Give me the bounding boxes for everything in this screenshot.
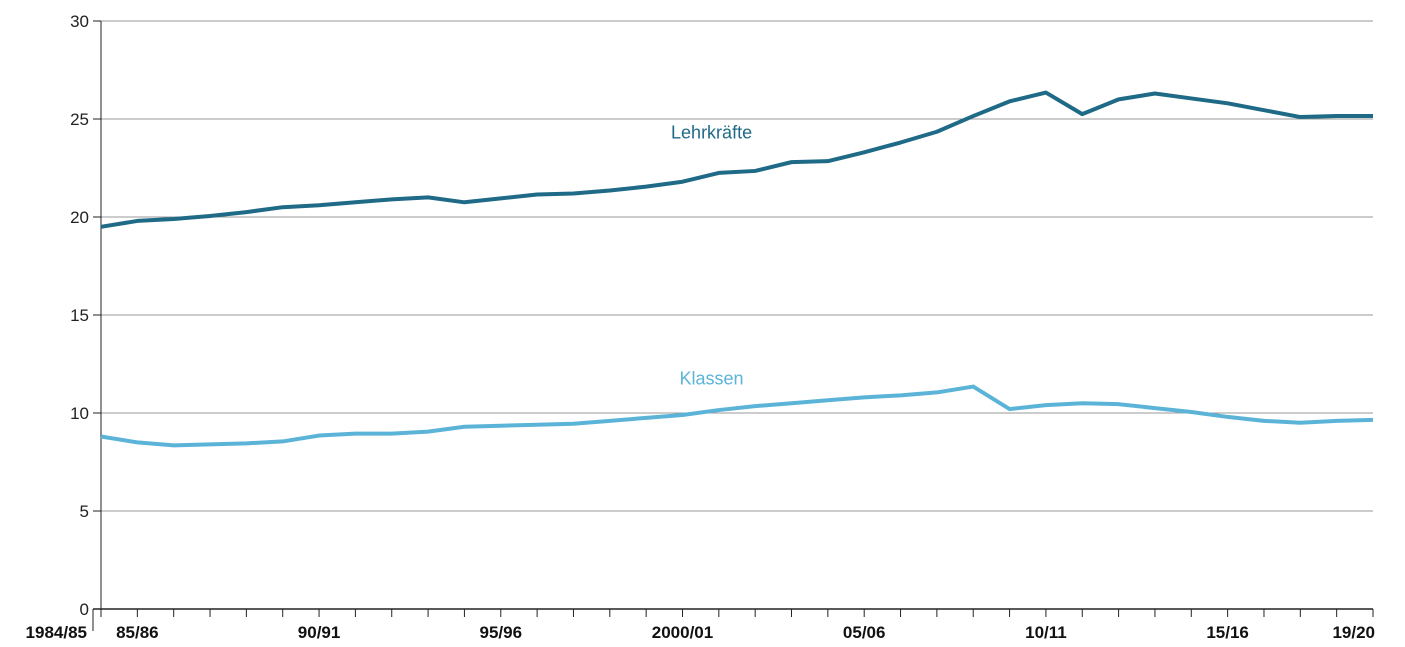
- series-label-klassen: Klassen: [680, 369, 744, 389]
- gridlines: [101, 20, 1373, 512]
- y-axis-tick-labels: 0 5 10 15 20 25 30: [70, 12, 89, 619]
- x-axis-tick-labels: 1984/85 85/86 90/91 95/96 2000/01 05/06 10/11 1…: [26, 623, 1375, 642]
- y-tick-label: 5: [80, 502, 89, 521]
- y-tick-label: 10: [70, 404, 89, 423]
- x-tick-label: 19/20: [1332, 623, 1375, 642]
- y-tick-label: 0: [80, 600, 89, 619]
- x-tick-label: 15/16: [1206, 623, 1249, 642]
- series-line-lehrkraefte: [100, 90, 1373, 229]
- x-tick-label: 90/91: [298, 623, 341, 642]
- x-tick-label: 2000/01: [652, 623, 713, 642]
- series-label-lehrkraefte: Lehrkräfte: [671, 123, 752, 143]
- y-tick-label: 30: [70, 12, 89, 31]
- y-tick-label: 25: [70, 110, 89, 129]
- axes: [92, 20, 1374, 631]
- y-tick-label: 15: [70, 306, 89, 325]
- series-line-klassen: [100, 384, 1374, 448]
- x-tick-label: 10/11: [1025, 623, 1067, 642]
- series-lines: [100, 90, 1374, 448]
- x-tick-label: 05/06: [843, 623, 886, 642]
- x-tick-label: 85/86: [116, 623, 159, 642]
- x-tick-label: 95/96: [479, 623, 522, 642]
- y-tick-label: 20: [70, 208, 89, 227]
- x-tick-label: 1984/85: [26, 623, 87, 642]
- series-labels: Lehrkräfte Klassen: [671, 123, 752, 389]
